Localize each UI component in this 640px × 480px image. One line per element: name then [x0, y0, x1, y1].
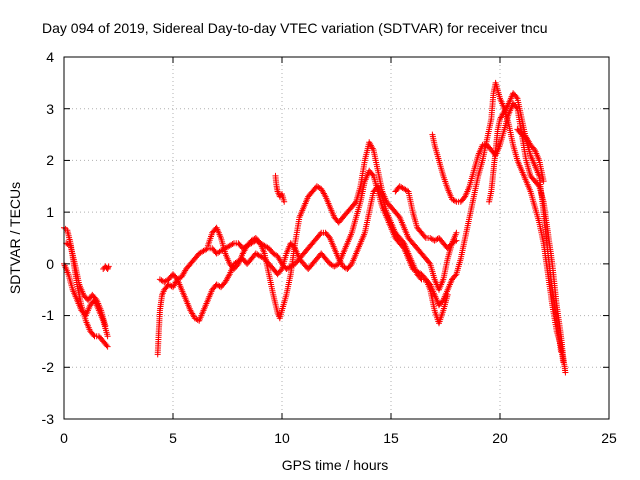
data-point: [558, 348, 564, 355]
y-tick-label: -2: [42, 359, 55, 375]
data-point: [102, 322, 109, 329]
data-point: [105, 264, 112, 271]
x-tick-label: 5: [169, 430, 177, 446]
y-tick-label: -3: [42, 411, 55, 427]
data-point: [229, 241, 236, 247]
x-tick-label: 20: [492, 430, 508, 446]
data-point: [560, 359, 567, 366]
data-point: [104, 343, 111, 350]
grid-lines: [64, 57, 609, 419]
data-point: [317, 231, 324, 238]
chart-title: Day 094 of 2019, Sidereal Day-to-day VTE…: [42, 20, 548, 36]
y-axis-label: SDTVAR / TECUs: [7, 182, 23, 294]
y-tick-label: 2: [46, 152, 54, 168]
y-tick-label: -1: [42, 307, 55, 323]
data-points: [61, 79, 569, 376]
x-tick-label: 15: [383, 430, 399, 446]
x-axis-label: GPS time / hours: [282, 457, 389, 473]
data-point: [448, 241, 454, 248]
data-point: [347, 262, 354, 269]
data-point: [513, 94, 520, 101]
data-point: [426, 259, 433, 266]
data-point: [234, 262, 241, 269]
plot-frame: [63, 56, 610, 420]
x-tick-label: 25: [601, 430, 617, 446]
data-point: [540, 178, 547, 185]
x-tick-label: 0: [60, 430, 68, 446]
y-tick-label: 4: [46, 49, 54, 65]
y-tick-label: 0: [46, 256, 54, 272]
data-point: [439, 298, 446, 305]
data-point: [103, 342, 110, 349]
axis-ticks: [63, 56, 610, 420]
data-point: [452, 272, 459, 279]
x-tick-label: 10: [274, 430, 290, 446]
data-point: [444, 291, 451, 298]
data-point: [105, 263, 112, 270]
data-point: [90, 332, 97, 338]
y-tick-label: 3: [46, 101, 54, 117]
data-point: [104, 333, 111, 340]
y-tick-label: 1: [46, 204, 54, 220]
data-point: [277, 267, 284, 274]
data-point: [562, 369, 569, 376]
data-point: [352, 200, 358, 207]
data-point: [453, 229, 460, 236]
data-point: [281, 198, 288, 205]
data-point: [369, 171, 376, 178]
data-point: [421, 233, 428, 240]
